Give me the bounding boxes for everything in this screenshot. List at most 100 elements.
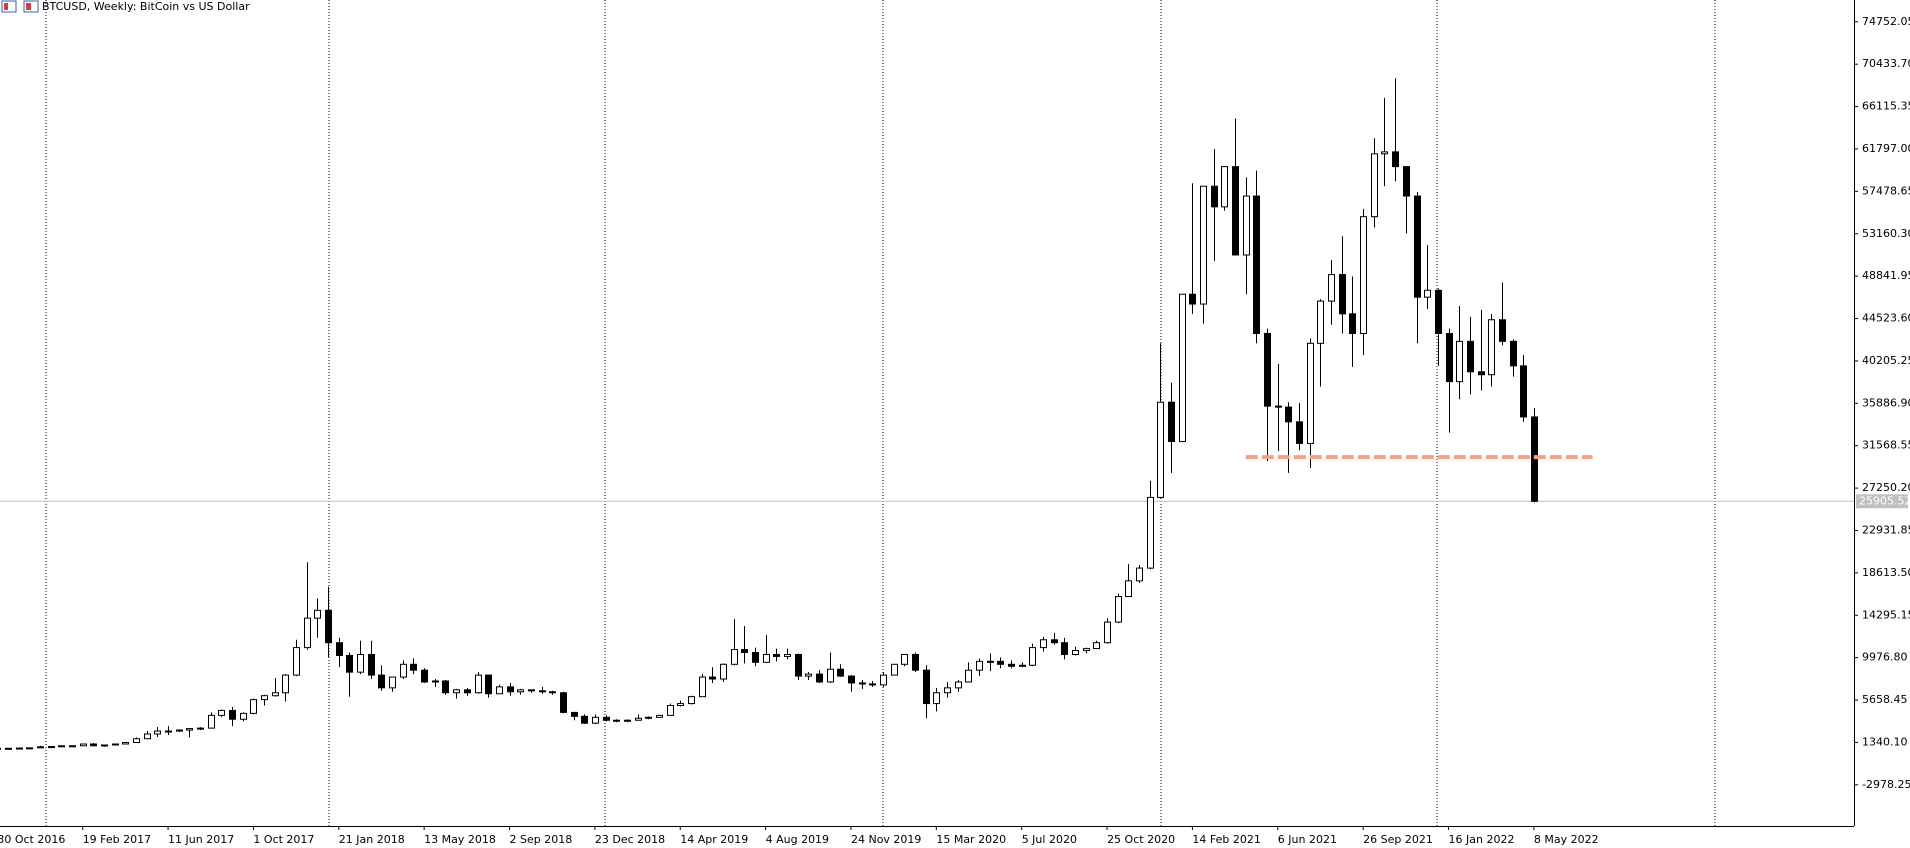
candle-body bbox=[784, 653, 791, 657]
candle-body bbox=[1403, 166, 1410, 197]
candle-body bbox=[677, 703, 684, 707]
candle-body bbox=[1200, 185, 1207, 305]
candle-body bbox=[304, 617, 311, 649]
candle-body bbox=[1328, 274, 1335, 302]
y-tick-label: 9976.80 bbox=[1862, 651, 1908, 664]
candle-body bbox=[912, 653, 919, 671]
candle-body bbox=[880, 674, 887, 686]
candle-body bbox=[1499, 319, 1506, 342]
candle-body bbox=[250, 699, 257, 714]
candle-body bbox=[154, 730, 161, 735]
candle-body bbox=[848, 675, 855, 684]
candle-body bbox=[1424, 289, 1431, 298]
candle-body bbox=[773, 653, 780, 657]
candle-body bbox=[1317, 300, 1324, 344]
x-tick-label: 14 Apr 2019 bbox=[680, 833, 748, 846]
y-tick-label: 44523.60 bbox=[1862, 312, 1910, 325]
candle-body bbox=[741, 649, 748, 654]
candle-body bbox=[837, 668, 844, 677]
y-tick-label: 74752.05 bbox=[1862, 15, 1910, 28]
y-tick-label: 57478.65 bbox=[1862, 184, 1910, 197]
x-tick-label: 23 Dec 2018 bbox=[595, 833, 665, 846]
y-tick-label: 31568.55 bbox=[1862, 439, 1910, 452]
x-tick-label: 5 Jul 2020 bbox=[1022, 833, 1077, 846]
x-tick-label: 13 May 2018 bbox=[424, 833, 496, 846]
y-tick-label: -2978.25 bbox=[1862, 778, 1910, 791]
candle-body bbox=[507, 686, 514, 693]
x-tick-label: 6 Jun 2021 bbox=[1278, 833, 1337, 846]
candle-body bbox=[923, 669, 930, 705]
candle-body bbox=[165, 730, 172, 733]
candle-body bbox=[1019, 664, 1026, 667]
x-tick-label: 19 Feb 2017 bbox=[83, 833, 151, 846]
candle-body bbox=[901, 653, 908, 665]
candle-body bbox=[1136, 567, 1143, 582]
candle-body bbox=[0, 747, 1, 750]
x-tick-label: 4 Aug 2019 bbox=[766, 833, 829, 846]
x-tick-label: 2 Sep 2018 bbox=[510, 833, 573, 846]
candle-body bbox=[997, 660, 1004, 665]
candle-body bbox=[475, 674, 482, 694]
candle-body bbox=[763, 653, 770, 663]
candle-body bbox=[613, 719, 620, 722]
candle-body bbox=[1040, 639, 1047, 649]
candle-body bbox=[656, 714, 663, 718]
candle-body bbox=[218, 709, 225, 716]
candle-body bbox=[293, 647, 300, 676]
candle-body bbox=[1446, 332, 1453, 383]
candle-body bbox=[229, 709, 236, 720]
candle-body bbox=[816, 673, 823, 683]
candle-body bbox=[1520, 365, 1527, 418]
candle-body bbox=[1051, 639, 1058, 644]
candle-body bbox=[357, 653, 364, 673]
candle-body bbox=[859, 682, 866, 685]
candle-body bbox=[1083, 648, 1090, 652]
candle-body bbox=[688, 696, 695, 705]
candle-body bbox=[101, 744, 108, 747]
candle-body bbox=[1168, 401, 1175, 442]
candle-body bbox=[667, 705, 674, 716]
candle-body bbox=[1307, 342, 1314, 444]
candle-body bbox=[933, 692, 940, 705]
candle-body bbox=[795, 653, 802, 677]
y-tick-label: 18613.50 bbox=[1862, 566, 1910, 579]
candle-body bbox=[1179, 293, 1186, 442]
candle-body bbox=[58, 745, 65, 748]
candle-body bbox=[410, 663, 417, 671]
candle-body bbox=[1381, 151, 1388, 155]
candle-body bbox=[1456, 340, 1463, 383]
candle-body bbox=[197, 727, 204, 730]
candle-body bbox=[720, 663, 727, 680]
candle-body bbox=[603, 716, 610, 721]
candle-body bbox=[122, 742, 129, 745]
candle-body bbox=[731, 649, 738, 665]
candle-body bbox=[1221, 166, 1228, 208]
candle-body bbox=[1360, 216, 1367, 334]
candle-body bbox=[421, 669, 428, 683]
current-price-label: 25905.52 bbox=[1859, 494, 1910, 507]
candle-body bbox=[805, 673, 812, 677]
candle-body bbox=[699, 676, 706, 698]
title-icons bbox=[1, 0, 39, 13]
y-tick-label: 40205.25 bbox=[1862, 354, 1910, 367]
x-tick-label: 26 Sep 2021 bbox=[1363, 833, 1433, 846]
y-tick-label: 61797.00 bbox=[1862, 142, 1910, 155]
candle-body bbox=[208, 714, 215, 729]
candle-body bbox=[378, 674, 385, 689]
candle-body bbox=[1264, 332, 1271, 407]
candle-body bbox=[891, 663, 898, 676]
candle-body bbox=[464, 689, 471, 694]
candle-body bbox=[827, 668, 834, 683]
candle-body bbox=[976, 660, 983, 671]
candle-body bbox=[645, 716, 652, 719]
candle-body bbox=[400, 663, 407, 678]
candle-body bbox=[485, 674, 492, 695]
candle-body bbox=[16, 747, 23, 750]
x-tick-label: 11 Jun 2017 bbox=[168, 833, 234, 846]
candle-body bbox=[1414, 195, 1421, 298]
candle-body bbox=[336, 642, 343, 656]
x-tick-label: 1 Oct 2017 bbox=[253, 833, 314, 846]
